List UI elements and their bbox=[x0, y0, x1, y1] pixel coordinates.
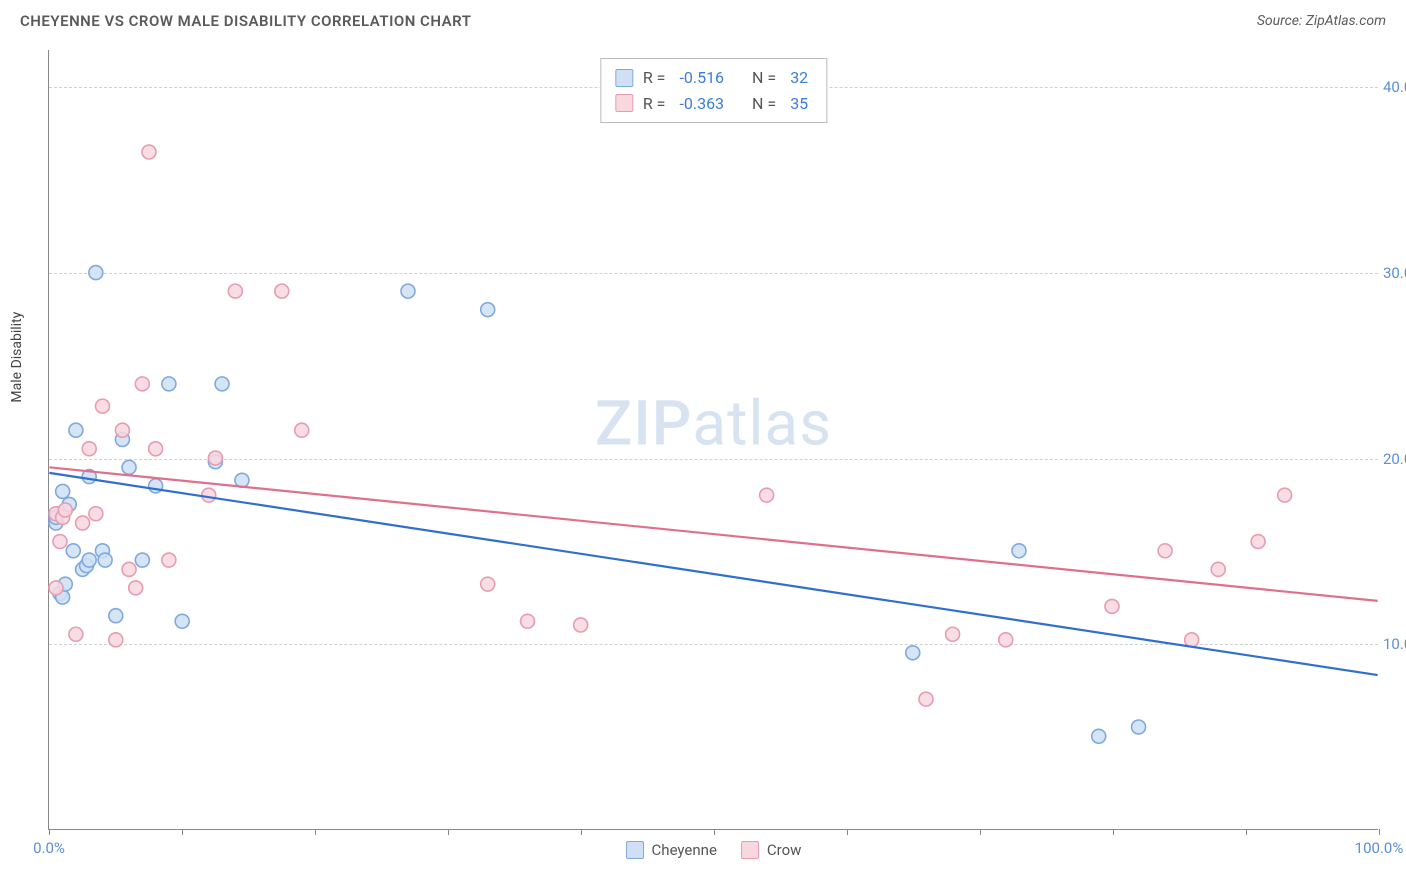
data-point bbox=[208, 451, 222, 465]
data-point bbox=[82, 553, 96, 567]
data-point bbox=[215, 377, 229, 391]
legend-swatch-crow bbox=[741, 841, 759, 859]
data-point bbox=[760, 488, 774, 502]
y-tick-label: 40.0% bbox=[1383, 78, 1406, 96]
x-tick bbox=[49, 829, 50, 835]
data-point bbox=[135, 553, 149, 567]
data-point bbox=[122, 562, 136, 576]
data-point bbox=[481, 577, 495, 591]
legend-item-crow: Crow bbox=[741, 841, 802, 859]
swatch-cheyenne bbox=[615, 69, 633, 87]
data-point bbox=[135, 377, 149, 391]
data-point bbox=[1092, 729, 1106, 743]
x-tick bbox=[1379, 829, 1380, 835]
x-tick bbox=[980, 829, 981, 835]
legend-label-cheyenne: Cheyenne bbox=[652, 841, 717, 859]
data-point bbox=[1251, 535, 1265, 549]
x-tick bbox=[315, 829, 316, 835]
x-tick-label: 100.0% bbox=[1355, 839, 1404, 857]
data-point bbox=[66, 544, 80, 558]
data-point bbox=[69, 627, 83, 641]
r-value-crow: -0.363 bbox=[679, 91, 724, 117]
data-point bbox=[109, 609, 123, 623]
data-point bbox=[521, 614, 535, 628]
data-point bbox=[906, 646, 920, 660]
legend-item-cheyenne: Cheyenne bbox=[626, 841, 717, 859]
data-point bbox=[228, 284, 242, 298]
data-point bbox=[275, 284, 289, 298]
n-value-cheyenne: 32 bbox=[790, 65, 808, 91]
data-point bbox=[53, 535, 67, 549]
data-point bbox=[109, 633, 123, 647]
y-axis-label: Male Disability bbox=[9, 311, 25, 402]
data-point bbox=[115, 423, 129, 437]
data-point bbox=[999, 633, 1013, 647]
data-point bbox=[129, 581, 143, 595]
data-point bbox=[98, 553, 112, 567]
trend-line bbox=[49, 467, 1377, 601]
data-point bbox=[946, 627, 960, 641]
data-point bbox=[89, 266, 103, 280]
data-point bbox=[1105, 599, 1119, 613]
x-tick bbox=[1246, 829, 1247, 835]
y-tick-label: 10.0% bbox=[1383, 635, 1406, 653]
stats-box: R = -0.516 N = 32 R = -0.363 N = 35 bbox=[600, 58, 827, 123]
scatter-plot-svg bbox=[49, 50, 1378, 829]
n-value-crow: 35 bbox=[790, 91, 808, 117]
n-label: N = bbox=[752, 65, 776, 91]
r-label: R = bbox=[643, 91, 666, 117]
data-point bbox=[1158, 544, 1172, 558]
data-point bbox=[82, 442, 96, 456]
data-point bbox=[481, 303, 495, 317]
data-point bbox=[149, 442, 163, 456]
data-point bbox=[162, 377, 176, 391]
data-point bbox=[919, 692, 933, 706]
data-point bbox=[122, 460, 136, 474]
data-point bbox=[1012, 544, 1026, 558]
data-point bbox=[574, 618, 588, 632]
legend-swatch-cheyenne bbox=[626, 841, 644, 859]
data-point bbox=[69, 423, 83, 437]
data-point bbox=[56, 484, 70, 498]
data-point bbox=[295, 423, 309, 437]
x-tick-label: 0.0% bbox=[33, 839, 65, 857]
data-point bbox=[202, 488, 216, 502]
data-point bbox=[162, 553, 176, 567]
data-point bbox=[1132, 720, 1146, 734]
data-point bbox=[142, 145, 156, 159]
data-point bbox=[58, 503, 72, 517]
x-tick bbox=[448, 829, 449, 835]
data-point bbox=[1278, 488, 1292, 502]
data-point bbox=[89, 507, 103, 521]
data-point bbox=[76, 516, 90, 530]
legend-label-crow: Crow bbox=[767, 841, 802, 859]
bottom-legend: Cheyenne Crow bbox=[626, 841, 802, 859]
data-point bbox=[1211, 562, 1225, 576]
swatch-crow bbox=[615, 94, 633, 112]
x-tick bbox=[847, 829, 848, 835]
data-point bbox=[49, 581, 63, 595]
x-tick bbox=[182, 829, 183, 835]
data-point bbox=[1185, 633, 1199, 647]
data-point bbox=[175, 614, 189, 628]
chart-title: CHEYENNE VS CROW MALE DISABILITY CORRELA… bbox=[20, 12, 471, 30]
r-label: R = bbox=[643, 65, 666, 91]
y-tick-label: 20.0% bbox=[1383, 450, 1406, 468]
x-tick bbox=[581, 829, 582, 835]
y-tick-label: 30.0% bbox=[1383, 264, 1406, 282]
r-value-cheyenne: -0.516 bbox=[679, 65, 724, 91]
stats-row-crow: R = -0.363 N = 35 bbox=[615, 91, 812, 117]
x-tick bbox=[714, 829, 715, 835]
trend-line bbox=[49, 473, 1377, 675]
x-tick bbox=[1113, 829, 1114, 835]
source-label: Source: ZipAtlas.com bbox=[1257, 13, 1386, 29]
data-point bbox=[95, 399, 109, 413]
chart-plot-area: Male Disability ZIPatlas R = -0.516 N = … bbox=[48, 50, 1378, 830]
stats-row-cheyenne: R = -0.516 N = 32 bbox=[615, 65, 812, 91]
data-point bbox=[401, 284, 415, 298]
n-label: N = bbox=[752, 91, 776, 117]
